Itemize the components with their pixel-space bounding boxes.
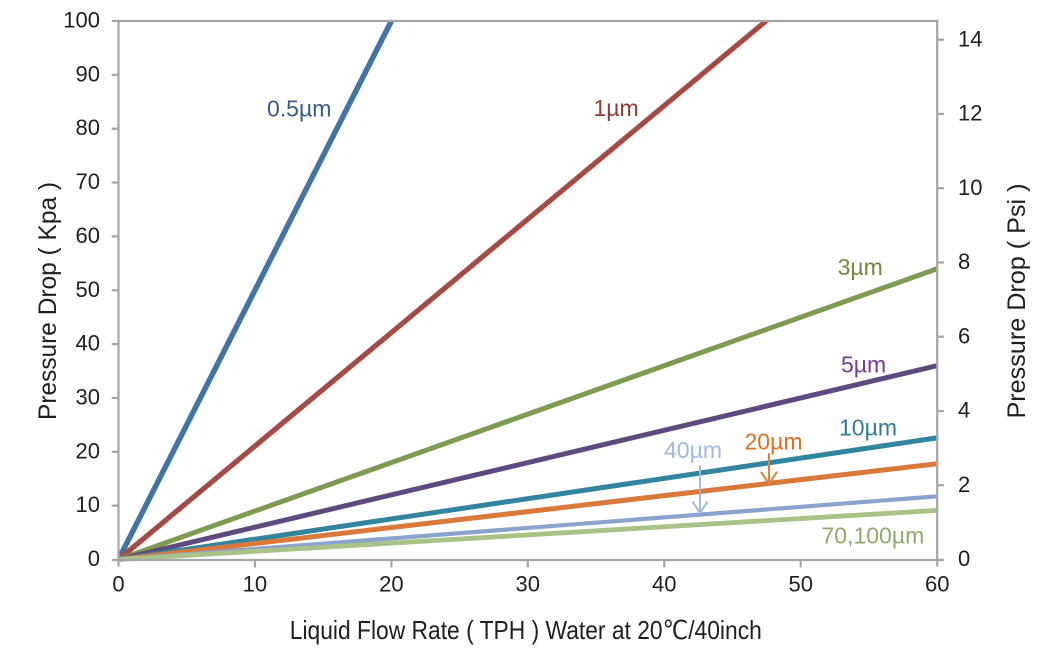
svg-text:12: 12 (958, 101, 982, 126)
svg-text:40µm: 40µm (664, 437, 722, 463)
svg-text:6: 6 (958, 323, 970, 348)
svg-text:0.5µm: 0.5µm (267, 95, 331, 121)
svg-text:10: 10 (243, 572, 267, 597)
svg-text:2: 2 (958, 472, 970, 497)
svg-text:40: 40 (652, 572, 676, 597)
svg-text:20: 20 (76, 438, 100, 463)
svg-text:0: 0 (112, 572, 124, 597)
svg-text:90: 90 (76, 61, 100, 86)
svg-text:0: 0 (958, 546, 970, 571)
svg-text:5µm: 5µm (841, 351, 886, 377)
svg-text:Pressure Drop ( Kpa ): Pressure Drop ( Kpa ) (34, 182, 62, 420)
svg-text:60: 60 (76, 223, 100, 248)
svg-text:Liquid Flow Rate ( TPH ) Water: Liquid Flow Rate ( TPH ) Water at 20℃/40… (290, 615, 762, 645)
svg-text:50: 50 (76, 277, 100, 302)
svg-text:100: 100 (63, 8, 100, 33)
svg-text:60: 60 (925, 572, 949, 597)
svg-text:30: 30 (516, 572, 540, 597)
svg-text:10: 10 (958, 175, 982, 200)
svg-text:40: 40 (76, 331, 100, 356)
svg-text:50: 50 (788, 572, 812, 597)
svg-text:Pressure Drop ( Psi ): Pressure Drop ( Psi ) (1003, 184, 1031, 419)
svg-text:20µm: 20µm (745, 429, 803, 455)
svg-text:4: 4 (958, 398, 970, 423)
svg-text:20: 20 (379, 572, 403, 597)
svg-text:10: 10 (76, 492, 100, 517)
svg-text:10µm: 10µm (839, 415, 897, 441)
svg-text:70,100µm: 70,100µm (822, 522, 925, 548)
svg-text:1µm: 1µm (594, 95, 639, 121)
svg-text:30: 30 (76, 384, 100, 409)
svg-text:80: 80 (76, 115, 100, 140)
svg-text:0: 0 (88, 546, 100, 571)
svg-text:14: 14 (958, 26, 982, 51)
svg-text:70: 70 (76, 169, 100, 194)
svg-text:8: 8 (958, 249, 970, 274)
svg-text:3µm: 3µm (838, 254, 883, 280)
